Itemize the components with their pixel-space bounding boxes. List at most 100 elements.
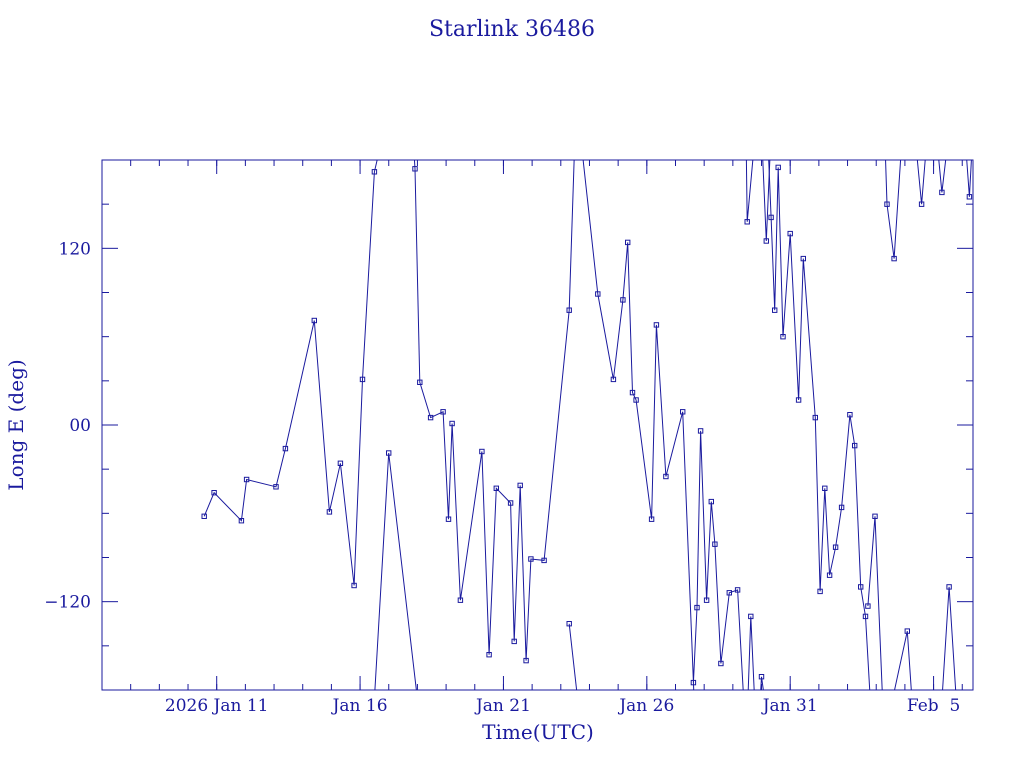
- data-point: [832, 544, 839, 550]
- data-point: [625, 239, 631, 246]
- data-point: [412, 166, 418, 172]
- data-point: [758, 674, 765, 680]
- data-point: [517, 482, 523, 489]
- y-tick-labels: 120 00 −120: [44, 239, 91, 612]
- data-point: [351, 582, 357, 589]
- data-point: [812, 414, 818, 421]
- data-point: [734, 587, 741, 593]
- data-point: [787, 230, 793, 237]
- data-point: [523, 657, 529, 664]
- data-point: [817, 588, 823, 595]
- series-line: [867, 516, 883, 690]
- data-point: [326, 509, 333, 515]
- series-line: [916, 160, 926, 205]
- data-point: [507, 500, 514, 506]
- series-line: [760, 676, 764, 690]
- data-point: [417, 379, 423, 386]
- series-markers: [201, 164, 973, 686]
- data-point: [566, 307, 572, 313]
- data-point: [939, 189, 945, 196]
- data-point: [211, 490, 217, 496]
- data-point: [511, 638, 517, 645]
- data-point: [427, 414, 434, 421]
- data-point: [865, 603, 871, 609]
- data-point: [541, 557, 547, 564]
- series-line: [747, 616, 755, 690]
- data-point: [449, 420, 455, 427]
- y-tick-label: −120: [44, 593, 91, 613]
- data-point: [946, 584, 952, 590]
- data-point: [780, 334, 786, 340]
- data-point: [775, 164, 781, 171]
- data-point: [648, 516, 655, 522]
- x-tick-label: Jan 21: [474, 696, 531, 716]
- x-axis-label: Time(UTC): [482, 720, 594, 744]
- data-point: [862, 613, 869, 620]
- plot-frame: [101, 159, 974, 691]
- data-point: [744, 219, 750, 225]
- data-point: [697, 428, 704, 434]
- data-point: [904, 628, 910, 634]
- plot-area: [101, 159, 974, 691]
- axis-ticks: [101, 160, 973, 690]
- data-point: [708, 498, 714, 505]
- data-point: [703, 597, 710, 603]
- data-point: [847, 412, 853, 418]
- series-line: [938, 160, 947, 193]
- data-point: [620, 297, 626, 303]
- data-point: [282, 445, 289, 452]
- data-point: [795, 397, 802, 403]
- data-point: [653, 322, 660, 328]
- data-point: [371, 169, 378, 175]
- data-point: [238, 518, 245, 524]
- series-lines: [203, 160, 972, 690]
- series-line: [374, 452, 417, 690]
- data-point: [694, 604, 700, 611]
- data-point: [966, 194, 973, 200]
- data-point: [884, 201, 890, 207]
- data-point: [748, 613, 754, 620]
- data-point: [528, 556, 534, 562]
- data-point: [629, 389, 636, 396]
- data-point: [690, 679, 697, 686]
- data-point: [386, 450, 392, 456]
- data-point: [872, 513, 878, 519]
- data-point: [663, 473, 669, 480]
- data-point: [337, 460, 344, 467]
- data-point: [822, 485, 828, 492]
- data-point: [566, 621, 572, 627]
- data-point: [763, 238, 769, 244]
- data-point: [479, 448, 485, 455]
- series-line: [768, 160, 871, 690]
- data-point: [595, 291, 601, 297]
- chart-title: Starlink 36486: [429, 17, 595, 42]
- x-tick-labels: 2026 Jan 11 Jan 16 Jan 21 Jan 26 Jan 31 Feb 5: [165, 696, 960, 716]
- data-point: [800, 255, 806, 262]
- x-tick-label: Feb 5: [907, 696, 960, 716]
- data-point: [201, 513, 207, 519]
- data-point: [457, 597, 464, 603]
- x-tick-label: Jan 31: [761, 696, 818, 716]
- data-point: [440, 409, 446, 415]
- data-point: [858, 584, 864, 590]
- x-tick-label: Jan 16: [331, 696, 388, 716]
- y-tick-label: 120: [59, 239, 91, 259]
- series-line: [582, 160, 695, 690]
- data-point: [726, 590, 732, 596]
- data-point: [311, 317, 318, 324]
- data-point: [768, 214, 774, 221]
- data-point: [852, 442, 858, 449]
- series-line: [885, 160, 902, 259]
- y-axis-label: Long E (deg): [4, 359, 28, 490]
- data-point: [633, 397, 639, 403]
- x-tick-label: Jan 26: [617, 696, 674, 716]
- series-line: [942, 586, 957, 690]
- data-point: [772, 307, 778, 313]
- data-point: [712, 541, 718, 547]
- series-line: [745, 160, 754, 222]
- series-line: [568, 623, 578, 690]
- data-point: [445, 516, 452, 522]
- y-tick-label: 00: [69, 416, 91, 436]
- series-line: [692, 430, 744, 690]
